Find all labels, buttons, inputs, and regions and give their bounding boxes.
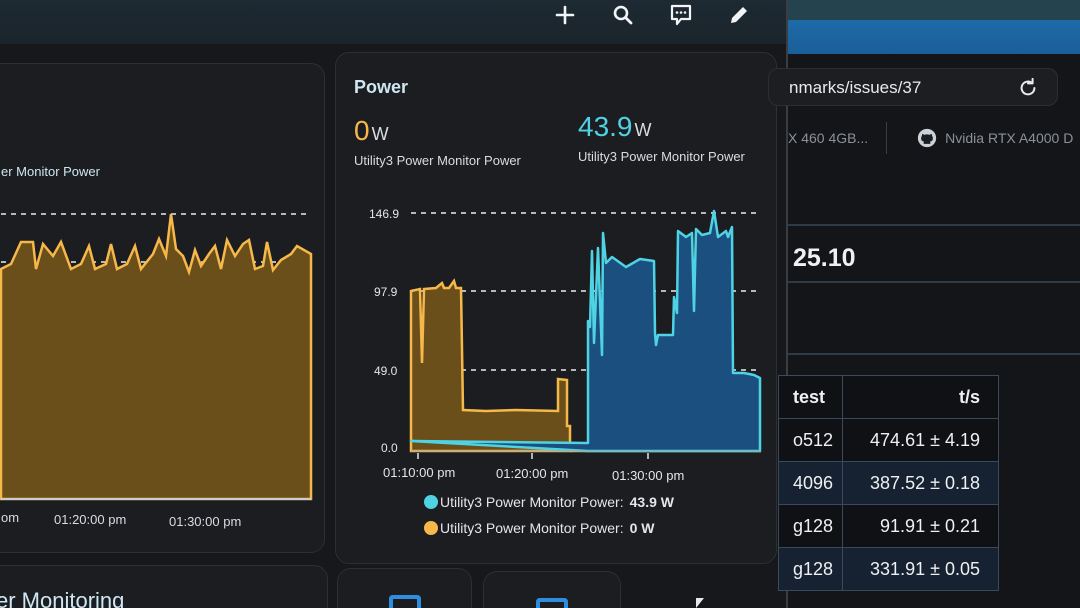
column-header-test: test — [778, 375, 843, 419]
benchmark-table: test t/s o512 474.61 ± 4.19 4096 387.52 … — [778, 375, 999, 591]
cell-tps: 91.91 ± 0.21 — [842, 504, 999, 548]
assist-button[interactable] — [666, 0, 696, 30]
table-row: g128 91.91 ± 0.21 — [778, 504, 999, 548]
bookmark-item[interactable]: Nvidia RTX A4000 D — [917, 128, 1073, 148]
divider — [788, 224, 1080, 226]
bookmark-item[interactable]: X 460 4GB... — [788, 130, 868, 146]
url-text: nmarks/issues/37 — [789, 78, 922, 97]
card-title: Power — [354, 77, 409, 97]
bookmark-label: Nvidia RTX A4000 D — [945, 130, 1074, 146]
y-tick-146.9: 146.9 — [369, 207, 399, 221]
toolbar-actions — [550, 0, 754, 30]
cell-tps: 331.91 ± 0.05 — [842, 547, 999, 591]
y-tick-49.0: 49.0 — [374, 364, 398, 378]
cell-tps: 474.61 ± 4.19 — [842, 418, 999, 462]
browser-tab-strip[interactable] — [788, 20, 1080, 54]
legend-item-cyan[interactable]: Utility3 Power Monitor Power: 43.9 W — [424, 489, 674, 515]
legend-dot-icon — [424, 495, 438, 509]
left-history-chart[interactable] — [0, 194, 326, 524]
top-app-bar — [0, 0, 786, 44]
assist-chat-icon — [670, 4, 692, 26]
stat-value: 43.9 — [578, 111, 633, 142]
stat-value: 0 — [354, 115, 370, 146]
stat-label: Utility3 Power Monitor Power — [354, 153, 521, 168]
bookmark-separator — [886, 122, 888, 154]
edit-pencil-icon — [731, 7, 747, 23]
browser-window: nmarks/issues/37 X 460 4GB... Nvidia RTX… — [768, 0, 1080, 608]
device-tile-1[interactable] — [337, 568, 472, 608]
y-tick-0.0: 0.0 — [381, 441, 398, 455]
monitor-icon — [536, 598, 568, 608]
x-tick-0: 01:10:00 pm — [383, 465, 456, 480]
table-header-row: test t/s — [778, 375, 999, 419]
home-assistant-window: er Monitor Power om 01:20:00 pm 01:30:00… — [0, 0, 786, 608]
plus-icon — [555, 5, 575, 25]
cell-test: o512 — [778, 418, 843, 462]
edit-dashboard-button[interactable] — [724, 0, 754, 30]
cell-tps: 387.52 ± 0.18 — [842, 461, 999, 505]
version-value: 25.10 — [793, 244, 856, 272]
github-icon — [918, 128, 937, 148]
mouse-cursor-icon — [696, 598, 704, 608]
stat-unit: W — [634, 120, 652, 140]
monitoring-card-title: er Monitoring — [0, 588, 125, 608]
search-icon — [613, 5, 633, 25]
cell-test: g128 — [778, 547, 843, 591]
legend-value: 0 W — [629, 520, 655, 536]
add-button[interactable] — [550, 0, 580, 30]
divider — [788, 281, 1080, 283]
legend-value: 43.9 W — [629, 494, 674, 510]
left-x-tick-2: 01:30:00 pm — [169, 514, 242, 529]
stat-unit: W — [371, 124, 389, 144]
left-card-subtitle: er Monitor Power — [1, 164, 100, 179]
device-tile-2[interactable] — [483, 571, 621, 608]
legend-label: Utility3 Power Monitor Power: — [440, 494, 624, 510]
x-tick-2: 01:30:00 pm — [612, 468, 685, 483]
legend-label: Utility3 Power Monitor Power: — [440, 520, 624, 536]
divider — [788, 353, 1080, 355]
left-power-card[interactable]: er Monitor Power om 01:20:00 pm 01:30:00… — [0, 63, 325, 553]
reload-icon[interactable] — [1017, 77, 1039, 99]
address-bar[interactable]: nmarks/issues/37 — [768, 68, 1058, 106]
table-row: 4096 387.52 ± 0.18 — [778, 461, 999, 505]
stat-cyan[interactable]: 43.9 W Utility3 Power Monitor Power — [578, 111, 745, 164]
power-history-chart[interactable]: 146.9 97.9 49.0 0.0 — [336, 193, 778, 493]
bookmarks-bar: X 460 4GB... Nvidia RTX A4000 D — [788, 120, 1080, 156]
table-row: g128 331.91 ± 0.05 — [778, 547, 999, 591]
search-button[interactable] — [608, 0, 638, 30]
column-header-tps: t/s — [842, 375, 999, 419]
cell-test: g128 — [778, 504, 843, 548]
cell-test: 4096 — [778, 461, 843, 505]
x-tick-1: 01:20:00 pm — [496, 466, 569, 481]
browser-titlebar — [788, 0, 1080, 20]
left-x-tick-0: om — [1, 510, 20, 525]
chart-legend: Utility3 Power Monitor Power: 43.9 W Uti… — [424, 489, 674, 541]
table-row: o512 474.61 ± 4.19 — [778, 418, 999, 462]
y-tick-97.9: 97.9 — [374, 285, 398, 299]
legend-dot-icon — [424, 521, 438, 535]
monitor-icon — [388, 595, 421, 608]
monitoring-card[interactable]: er Monitoring — [0, 565, 328, 608]
stat-label: Utility3 Power Monitor Power — [578, 149, 745, 164]
legend-item-orange[interactable]: Utility3 Power Monitor Power: 0 W — [424, 515, 674, 541]
left-x-tick-1: 01:20:00 pm — [54, 512, 127, 527]
bookmark-label: X 460 4GB... — [788, 130, 869, 146]
